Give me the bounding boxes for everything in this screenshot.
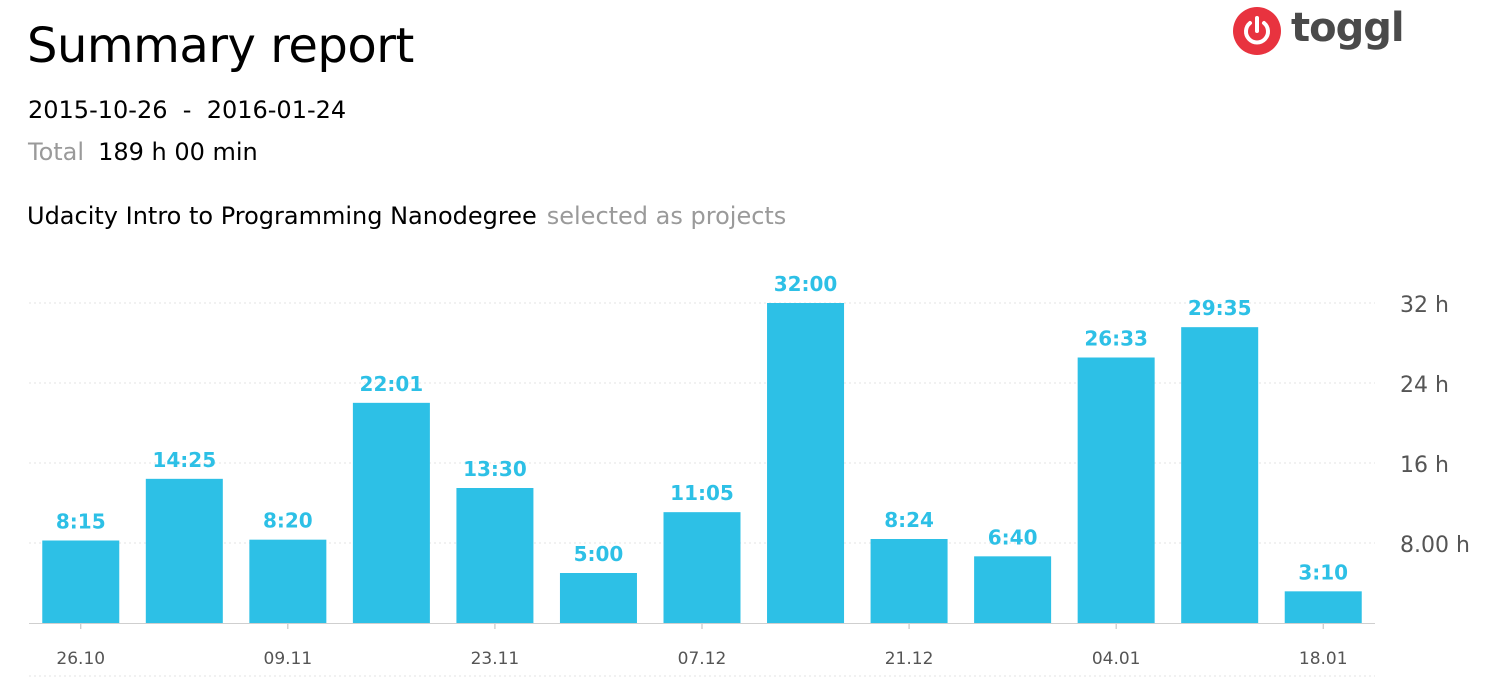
bar[interactable] xyxy=(767,303,845,623)
data-label: 3:10 xyxy=(1298,560,1348,584)
bar[interactable] xyxy=(1181,327,1259,623)
logo-wordmark: toggl xyxy=(1291,5,1405,51)
power-icon xyxy=(1233,7,1281,55)
x-tick-label: 18.01 xyxy=(1299,649,1348,669)
x-tick-label: 04.01 xyxy=(1092,649,1141,669)
toggl-logo[interactable]: toggl xyxy=(1233,5,1405,57)
bar[interactable] xyxy=(1284,591,1362,623)
data-label: 29:35 xyxy=(1188,296,1252,320)
data-label: 8:15 xyxy=(56,510,106,534)
data-label: 8:24 xyxy=(884,508,934,532)
total-summary: Total 189 h 00 min xyxy=(28,138,258,166)
filter-suffix: selected as projects xyxy=(546,202,787,230)
date-start: 2015-10-26 xyxy=(28,96,168,124)
bar[interactable] xyxy=(249,539,327,623)
bar[interactable] xyxy=(1077,357,1155,624)
bar[interactable] xyxy=(145,478,223,623)
y-tick-label: 8.00 h xyxy=(1400,533,1470,558)
bar-chart: 8.00 h 16 h 24 h 32 h 8:15 26.10 14:25 8:20 09.1… xyxy=(29,272,1470,677)
y-tick-label: 16 h xyxy=(1400,453,1449,478)
bar[interactable] xyxy=(456,488,534,623)
date-separator: - xyxy=(182,96,192,124)
data-label: 5:00 xyxy=(574,542,624,566)
total-label: Total xyxy=(28,138,85,166)
date-end: 2016-01-24 xyxy=(206,96,347,124)
data-label: 13:30 xyxy=(463,457,527,481)
x-tick-label: 26.10 xyxy=(56,649,105,669)
x-tick-label: 23.11 xyxy=(471,649,520,669)
page-title: Summary report xyxy=(27,18,414,74)
data-label: 11:05 xyxy=(670,481,734,505)
data-label: 26:33 xyxy=(1084,327,1148,351)
bar[interactable] xyxy=(42,540,120,624)
filter-project[interactable]: Udacity Intro to Programming Nanodegree xyxy=(27,202,537,230)
x-tick-label: 21.12 xyxy=(885,649,934,669)
x-tick-label: 09.11 xyxy=(264,649,313,669)
bar[interactable] xyxy=(559,573,637,623)
bar[interactable] xyxy=(663,512,741,623)
bar[interactable] xyxy=(352,402,430,623)
data-label: 32:00 xyxy=(774,272,838,296)
data-label: 22:01 xyxy=(360,372,424,396)
y-tick-label: 32 h xyxy=(1400,293,1449,318)
bar[interactable] xyxy=(870,539,948,623)
x-tick-label: 07.12 xyxy=(678,649,727,669)
date-range[interactable]: 2015-10-26 - 2016-01-24 xyxy=(28,96,346,124)
total-value: 189 h 00 min xyxy=(98,138,258,166)
bar[interactable] xyxy=(974,556,1052,623)
data-label: 14:25 xyxy=(152,448,216,472)
data-label: 6:40 xyxy=(988,525,1038,549)
y-tick-label: 24 h xyxy=(1400,373,1449,398)
filter-description: Udacity Intro to Programming Nanodegree s… xyxy=(27,202,786,230)
data-label: 8:20 xyxy=(263,509,313,533)
